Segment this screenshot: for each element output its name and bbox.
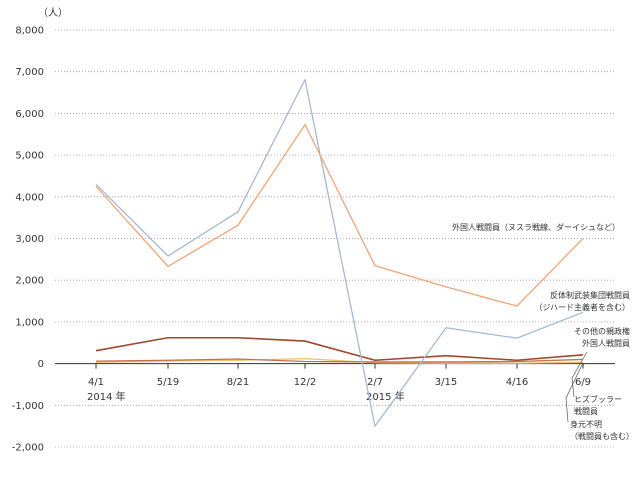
x-tick-labels: 4/1 5/19 8/21 12/2 2/7 3/15 4/16 6/9 2014 年 2015 … xyxy=(87,377,591,403)
series-label: その他の親政権 xyxy=(574,326,630,336)
x-tick-label: 5/19 xyxy=(157,377,179,388)
x-tick-label: 2/7 xyxy=(367,377,383,388)
y-tick-label: 0 xyxy=(38,359,44,370)
x-tick-label: 3/15 xyxy=(435,377,457,388)
series-label: 外国人戦闘員 xyxy=(582,338,630,348)
x-tick-label: 4/1 xyxy=(88,377,104,388)
series-label: 身元不明 xyxy=(570,419,602,429)
y-tick-labels: 8,000 7,000 6,000 5,000 4,000 3,000 2,000 1,000… xyxy=(12,26,44,454)
y-tick-label: 6,000 xyxy=(15,109,44,120)
series-line xyxy=(95,336,584,362)
series-line xyxy=(95,124,584,307)
x-axis xyxy=(55,363,615,369)
y-tick-label: 4,000 xyxy=(15,192,44,203)
x-tick-label: 8/21 xyxy=(227,377,249,388)
leader-line xyxy=(571,351,588,398)
series-line xyxy=(95,357,584,364)
x-tick-label: 6/9 xyxy=(575,377,591,388)
y-tick-label: 7,000 xyxy=(15,67,44,78)
series-label: 外国人戦闘員（ヌスラ戦線、ダーイシュなど） xyxy=(452,222,620,232)
series-lines xyxy=(95,78,584,427)
y-unit-label: （人） xyxy=(38,7,68,19)
series-line xyxy=(95,78,584,427)
series-label: 反体制武装集団戦闘員 xyxy=(550,290,630,300)
y-tick-label: -2,000 xyxy=(12,443,44,454)
series-labels: 外国人戦闘員（ヌスラ戦線、ダーイシュなど） 反体制武装集団戦闘員 （ジハード主義者を… xyxy=(452,222,634,441)
year-label: 2015 年 xyxy=(366,390,405,403)
series-label: ヒズブッラー xyxy=(574,394,622,404)
y-tick-label: -1,000 xyxy=(12,401,44,412)
series-line xyxy=(95,358,584,363)
y-tick-label: 8,000 xyxy=(15,26,44,37)
grid-lines xyxy=(55,29,615,448)
series-label: 戦闘員 xyxy=(574,406,598,416)
year-label: 2014 年 xyxy=(87,390,126,403)
x-tick-label: 4/16 xyxy=(506,377,528,388)
x-tick-label: 12/2 xyxy=(294,377,316,388)
y-tick-label: 5,000 xyxy=(15,151,44,162)
y-tick-label: 2,000 xyxy=(15,276,44,287)
y-tick-label: 1,000 xyxy=(15,317,44,328)
leader-line xyxy=(565,362,584,423)
series-label-leaders xyxy=(565,351,588,423)
y-tick-label: 3,000 xyxy=(15,234,44,245)
series-label: （ジハード主義者を含む） xyxy=(534,302,630,312)
series-label: （戦闘員も含む） xyxy=(570,431,634,441)
